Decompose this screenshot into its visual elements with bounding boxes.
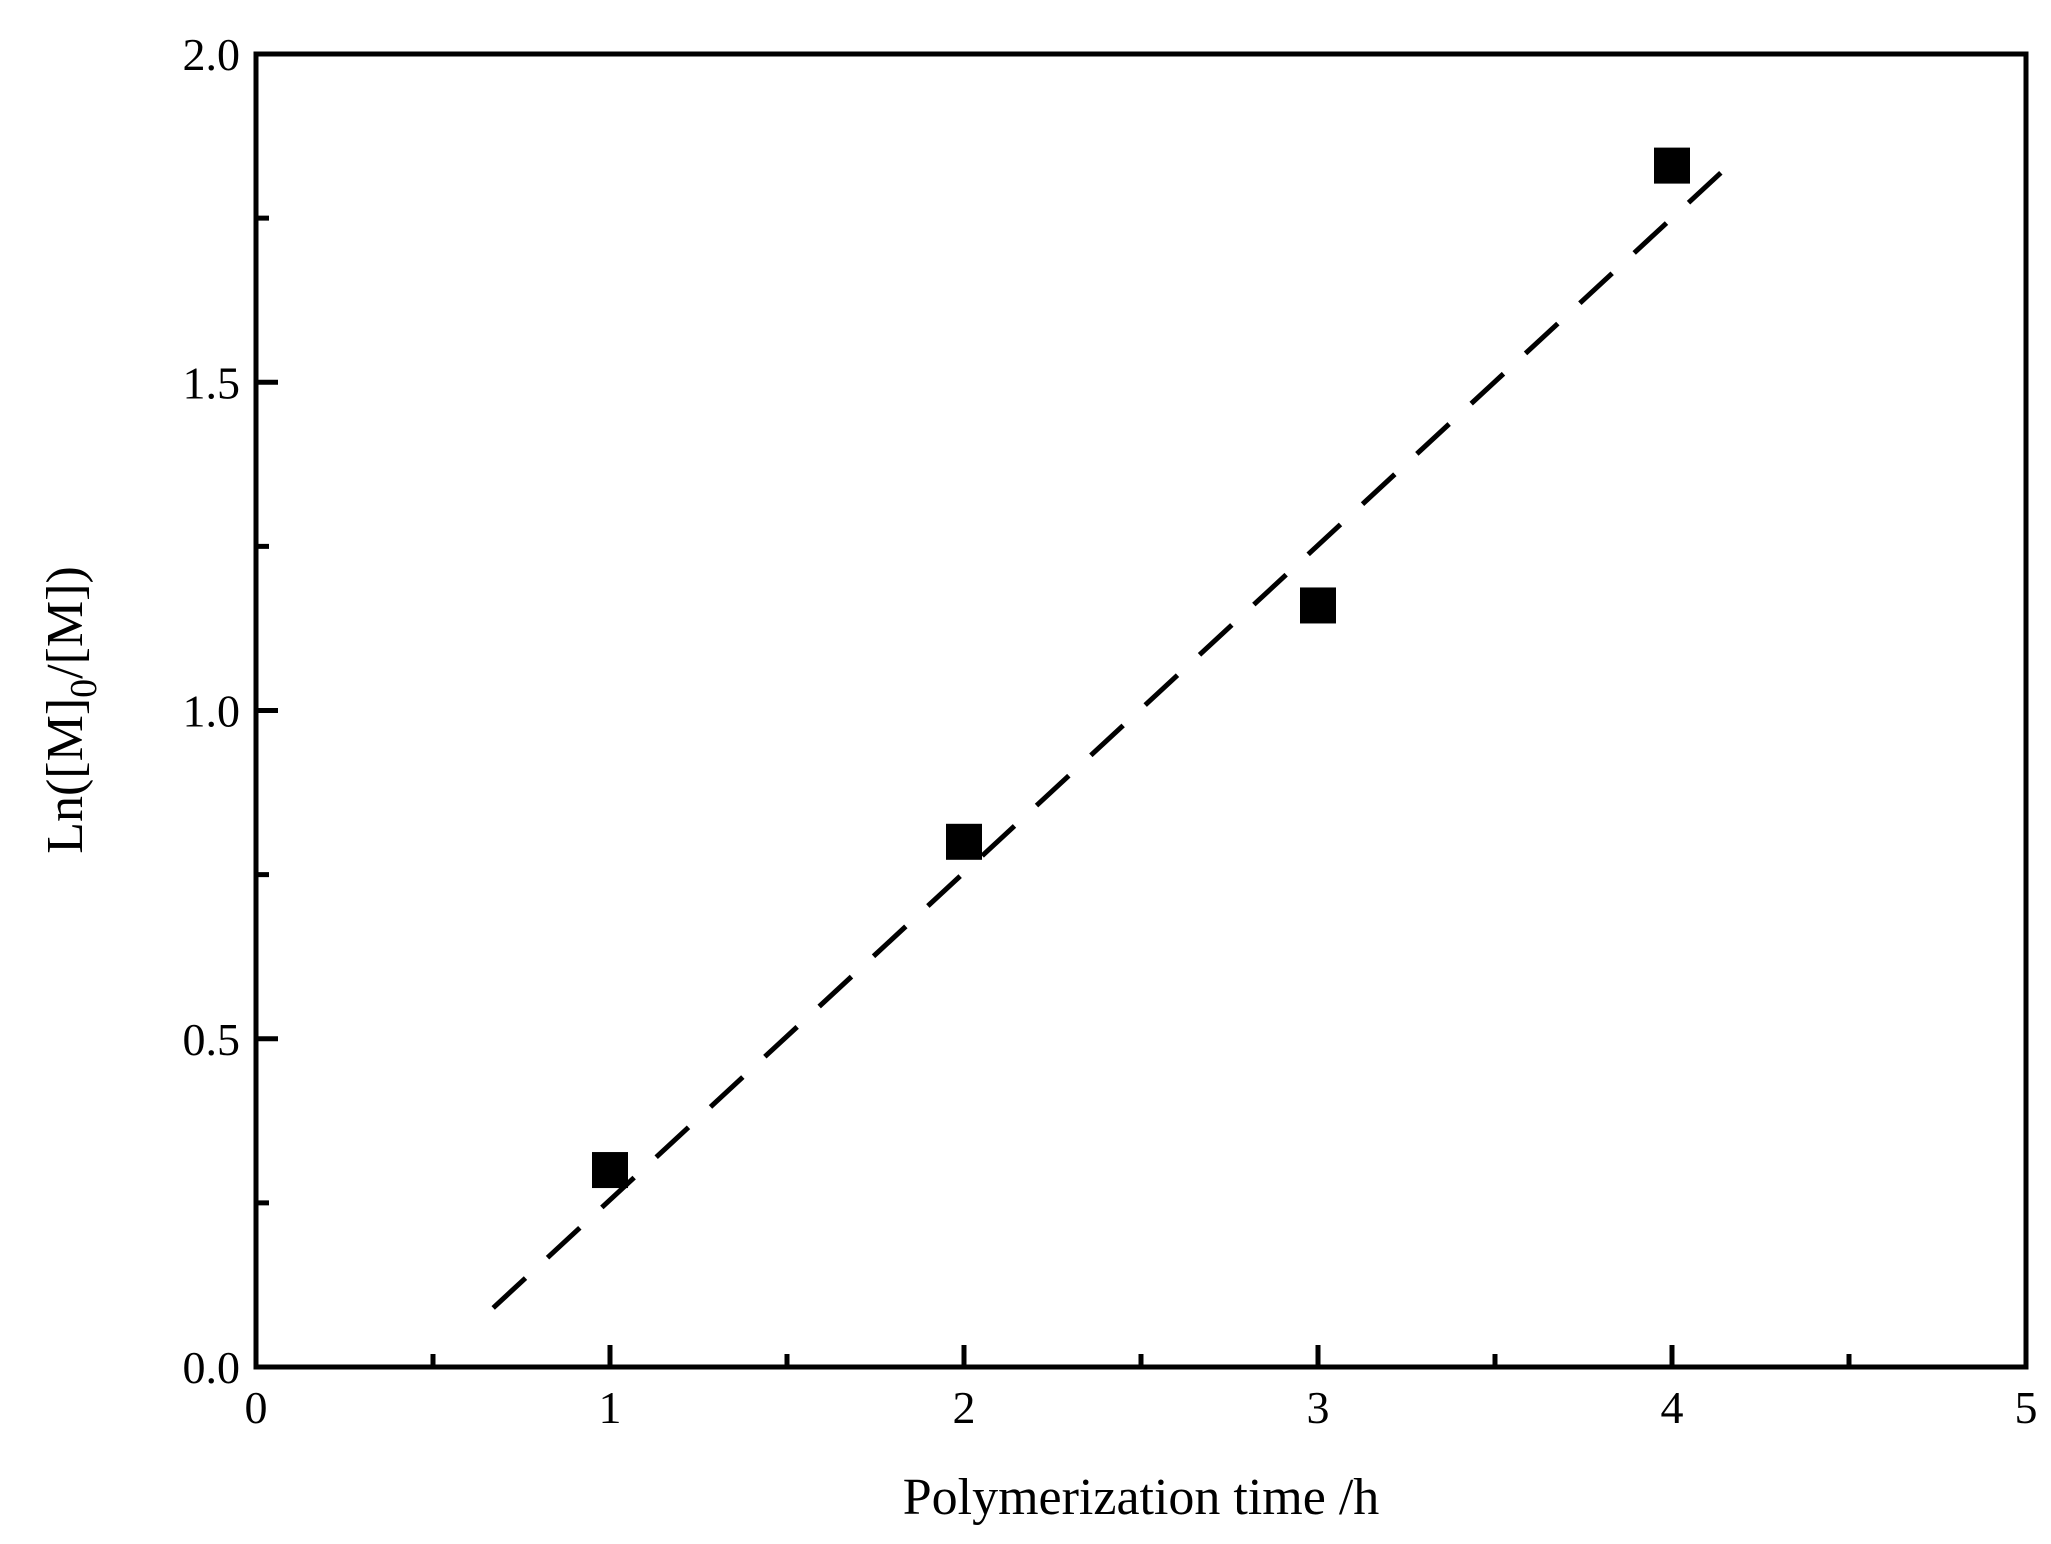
y-axis-title: Ln([M]0/[M]) [37, 566, 105, 854]
x-axis-title: Polymerization time /h [903, 1469, 1380, 1526]
data-point [946, 823, 982, 860]
y-tick-label: 0.5 [183, 1014, 241, 1065]
y-axis-tick-labels: 0.0 0.5 1.0 1.5 2.0 [183, 29, 241, 1393]
y-axis-title-prefix: Ln([M] [37, 698, 94, 854]
data-point [1300, 587, 1336, 624]
y-tick-label: 1.5 [183, 357, 241, 408]
data-point [1654, 147, 1690, 184]
y-tick-label: 1.0 [183, 686, 241, 737]
x-axis-ticks [253, 1345, 2029, 1367]
data-point [592, 1152, 628, 1189]
y-tick-label: 2.0 [183, 29, 241, 80]
y-axis-title-suffix: /[M]) [37, 566, 94, 679]
x-tick-label: 1 [599, 1382, 622, 1433]
x-tick-label: 0 [245, 1382, 268, 1433]
x-tick-label: 5 [2015, 1382, 2038, 1433]
x-tick-label: 2 [953, 1382, 976, 1433]
y-axis-title-subscript: 0 [63, 679, 105, 698]
data-markers [592, 147, 1690, 1189]
x-tick-label: 3 [1307, 1382, 1330, 1433]
x-axis-tick-labels: 0 1 2 3 4 5 [245, 1382, 2038, 1433]
x-tick-label: 4 [1661, 1382, 1684, 1433]
y-tick-label: 0.0 [183, 1342, 241, 1393]
plot-frame [253, 51, 2029, 1370]
y-axis-ticks [256, 51, 278, 1370]
fit-line [491, 157, 1738, 1310]
